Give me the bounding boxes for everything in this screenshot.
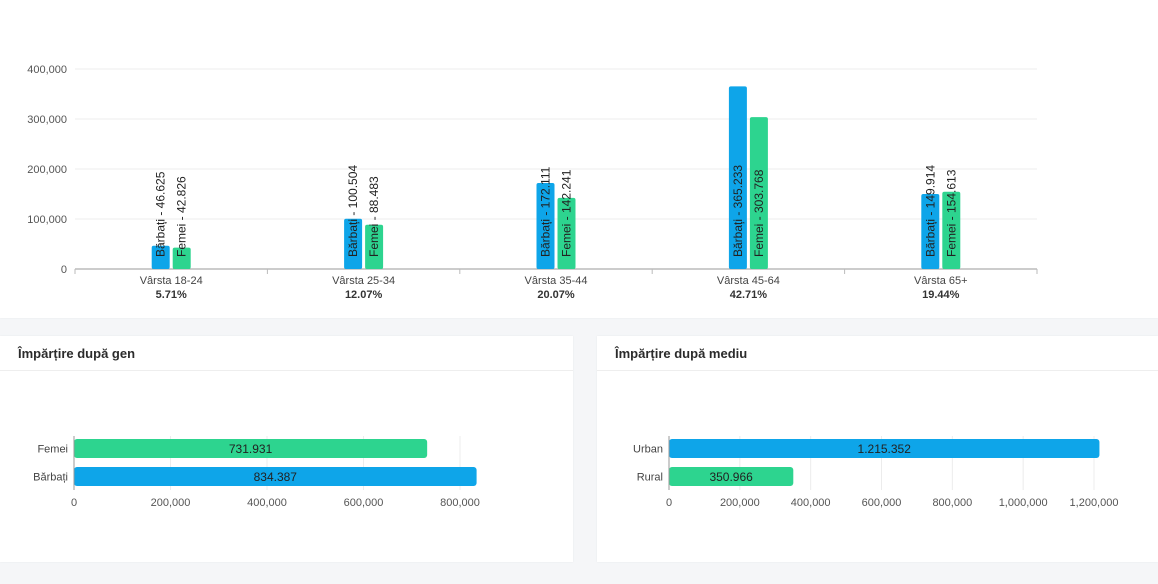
card-divider xyxy=(0,370,573,371)
bar-label-men: Bărbați - 365.233 xyxy=(731,165,745,257)
bar-women xyxy=(365,224,384,269)
category-label: Rural xyxy=(637,472,663,484)
bar xyxy=(669,439,1100,458)
bar-women xyxy=(557,197,576,269)
bar-label-men: Bărbați - 46.625 xyxy=(154,171,168,257)
x-tick-label: 0 xyxy=(666,497,672,509)
bar-value-label: 834.387 xyxy=(254,470,298,484)
x-tick-label: 800,000 xyxy=(932,497,972,509)
y-tick-label: 100,000 xyxy=(27,214,67,226)
bar-label-men: Bărbați - 149.914 xyxy=(923,165,937,257)
bar-label-women: Femei - 142.241 xyxy=(560,169,574,257)
category-label: Bărbați xyxy=(33,472,68,484)
x-tick-label: 200,000 xyxy=(720,497,760,509)
age-bar-chart: 0 100,000 200,000 300,000 400,000 Bărbați - 4… xyxy=(27,64,1038,301)
bar-label-men: Bărbați - 100.504 xyxy=(346,165,360,257)
y-tick-label: 200,000 xyxy=(27,164,67,176)
y-tick-label: 400,000 xyxy=(27,64,67,76)
category-percentage: 12.07% xyxy=(345,289,383,301)
category-label: Vârsta 25-34 xyxy=(332,275,395,287)
bar-label-women: Femei - 154.613 xyxy=(944,169,958,257)
bar xyxy=(669,467,794,486)
x-tick-label: 600,000 xyxy=(344,497,384,509)
x-tick-label: 200,000 xyxy=(151,497,191,509)
y-tick-label: 300,000 xyxy=(27,114,67,126)
bar-women xyxy=(942,191,961,269)
x-tick-label: 400,000 xyxy=(247,497,287,509)
x-tick-label: 400,000 xyxy=(791,497,831,509)
bar xyxy=(74,439,428,458)
x-tick-label: 1,200,000 xyxy=(1070,497,1119,509)
environment-bar-chart: 0 200,000 400,000 600,000 800,000 1,000,000 1,… xyxy=(633,436,1119,509)
bar-men xyxy=(728,86,747,269)
bar-value-label: 350.966 xyxy=(709,470,753,484)
bar-men xyxy=(536,182,555,269)
category-label: Vârsta 35-44 xyxy=(525,275,588,287)
category-percentage: 20.07% xyxy=(537,289,575,301)
bar xyxy=(74,467,477,486)
category-label: Vârsta 18-24 xyxy=(140,275,203,287)
age-distribution-card: 0 100,000 200,000 300,000 400,000 Bărbați - 4… xyxy=(27,64,1038,301)
bar-men xyxy=(921,194,940,269)
x-tick-label: 1,000,000 xyxy=(999,497,1048,509)
bar-value-label: 1.215.352 xyxy=(858,442,912,456)
category-label: Vârsta 65+ xyxy=(914,275,968,287)
x-tick-label: 800,000 xyxy=(440,497,480,509)
bar-men xyxy=(151,245,170,269)
bar-value-label: 731.931 xyxy=(229,442,273,456)
category-percentage: 42.71% xyxy=(730,289,768,301)
bar-label-women: Femei - 303.768 xyxy=(752,169,766,257)
bar-women xyxy=(749,117,768,269)
category-label: Urban xyxy=(633,444,663,456)
environment-distribution-card: Împărțire după mediu 0 200,000 400,000 600,… xyxy=(597,336,1158,562)
x-tick-label: 600,000 xyxy=(862,497,902,509)
gender-bar-chart: 0 200,000 400,000 600,000 800,000 731.931 Feme… xyxy=(33,436,480,509)
y-tick-label: 0 xyxy=(61,264,67,276)
category-percentage: 5.71% xyxy=(156,289,187,301)
bar-label-women: Femei - 88.483 xyxy=(367,176,381,257)
bar-women xyxy=(172,247,191,269)
gender-card-title: Împărțire după gen xyxy=(18,346,136,361)
category-percentage: 19.44% xyxy=(922,289,960,301)
bar-men xyxy=(344,218,363,269)
bar-label-men: Bărbați - 172.111 xyxy=(539,166,553,257)
category-label: Femei xyxy=(37,444,68,456)
environment-card-title: Împărțire după mediu xyxy=(615,346,748,361)
card-divider xyxy=(597,370,1158,371)
x-tick-label: 0 xyxy=(71,497,77,509)
category-label: Vârsta 45-64 xyxy=(717,275,780,287)
gender-distribution-card: Împărțire după gen 0 200,000 400,000 600,00… xyxy=(0,336,573,562)
bar-label-women: Femei - 42.826 xyxy=(175,176,189,257)
